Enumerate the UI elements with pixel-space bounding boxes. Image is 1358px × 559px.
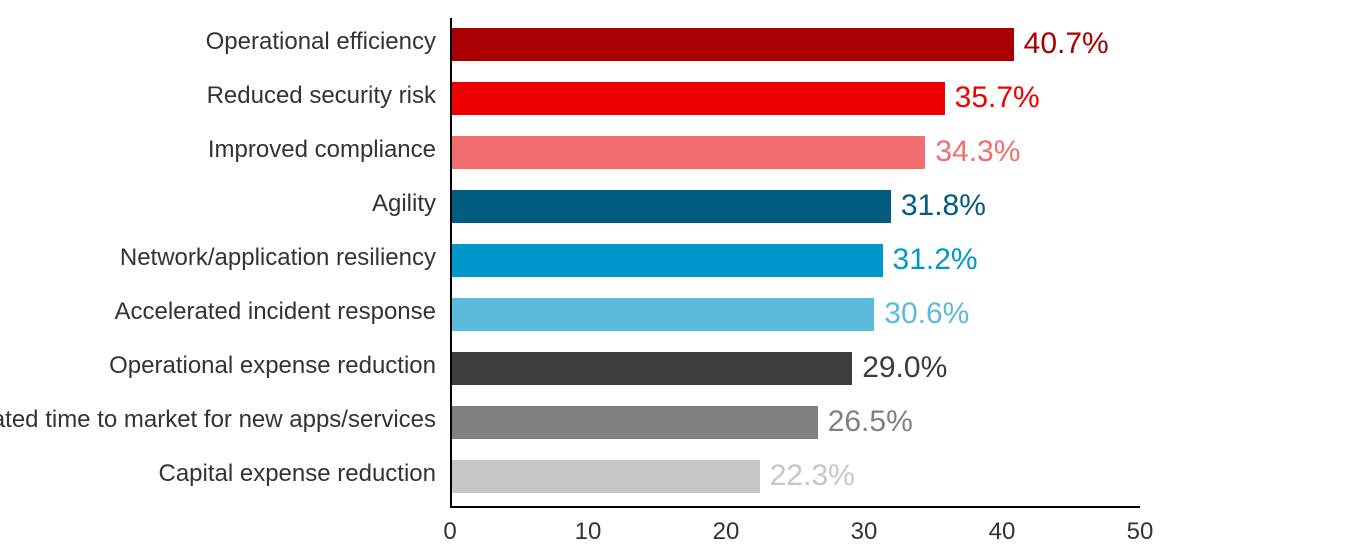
x-axis-tick-label: 40: [989, 518, 1016, 546]
bar: [452, 298, 874, 331]
x-axis-tick-label: 20: [713, 518, 740, 546]
bar-category-label: Operational expense reduction: [109, 352, 436, 380]
bar-value-label: 30.6%: [884, 297, 969, 331]
plot-area: 40.7% 35.7% 34.3% 31.8% 31.2% 30.6% 29.0% 26.5%…: [450, 18, 1140, 508]
bar-value-label: 34.3%: [935, 135, 1020, 169]
bar-category-label: Accelerated time to market for new apps/…: [0, 406, 436, 434]
bar: [452, 136, 925, 169]
x-axis-tick-label: 30: [851, 518, 878, 546]
bar-category-label: Reduced security risk: [207, 82, 436, 110]
horizontal-bar-chart: 40.7% 35.7% 34.3% 31.8% 31.2% 30.6% 29.0% 26.5%…: [0, 0, 1358, 559]
bar: [452, 460, 760, 493]
x-axis-tick-label: 50: [1127, 518, 1154, 546]
bar-category-label: Capital expense reduction: [158, 460, 436, 488]
bar-category-label: Accelerated incident response: [114, 298, 436, 326]
bar-value-label: 40.7%: [1024, 27, 1109, 61]
bar-category-label: Network/application resiliency: [120, 244, 436, 272]
bar: [452, 352, 852, 385]
bar: [452, 244, 883, 277]
x-axis-tick-label: 0: [443, 518, 456, 546]
bar: [452, 82, 945, 115]
bar-value-label: 22.3%: [770, 459, 855, 493]
bar-value-label: 26.5%: [828, 405, 913, 439]
bar-value-label: 29.0%: [862, 351, 947, 385]
bar: [452, 28, 1014, 61]
bar-value-label: 31.8%: [901, 189, 986, 223]
x-axis-tick-label: 10: [575, 518, 602, 546]
bar-value-label: 31.2%: [893, 243, 978, 277]
bar-value-label: 35.7%: [955, 81, 1040, 115]
bar-category-label: Operational efficiency: [206, 28, 436, 56]
bar: [452, 406, 818, 439]
bar-category-label: Improved compliance: [208, 136, 436, 164]
bar-category-label: Agility: [372, 190, 436, 218]
bar: [452, 190, 891, 223]
